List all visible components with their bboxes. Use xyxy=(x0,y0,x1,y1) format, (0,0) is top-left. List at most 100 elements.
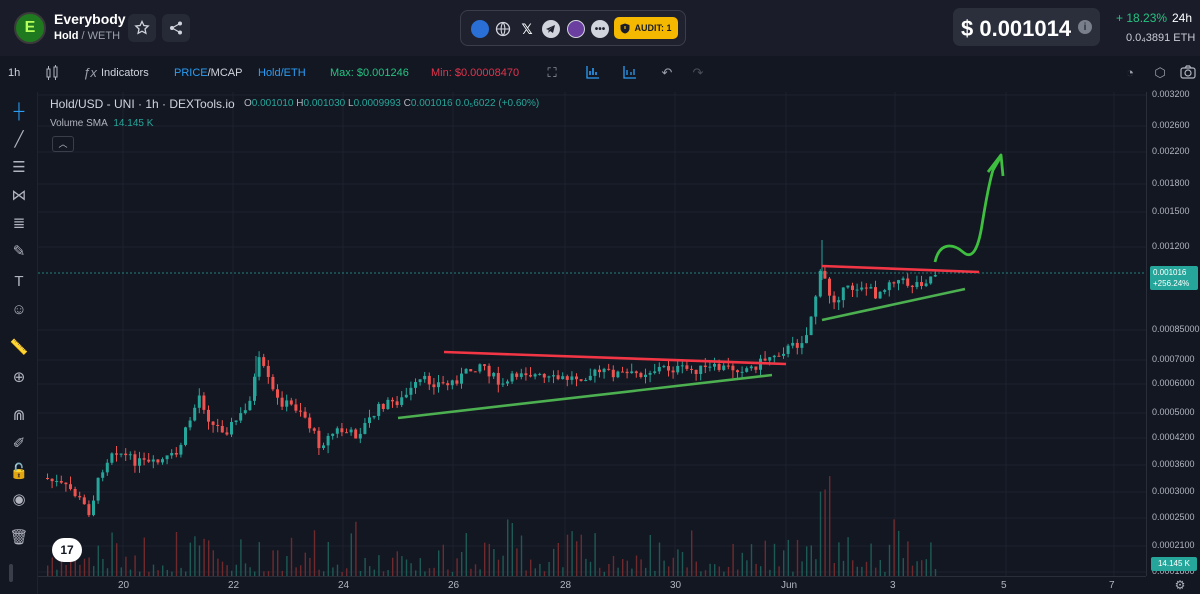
candle-body xyxy=(542,373,546,378)
lock-icon[interactable]: 🔓 xyxy=(9,463,29,480)
candle-body xyxy=(289,400,293,405)
candle-body xyxy=(124,453,128,456)
volume-bar xyxy=(934,569,937,576)
volume-bar xyxy=(309,557,311,576)
bar-chart-icon[interactable] xyxy=(585,65,601,81)
lower-trendline xyxy=(397,373,773,420)
price-axis[interactable] xyxy=(1146,92,1200,576)
volume-bar xyxy=(649,535,651,576)
volume-bar xyxy=(801,561,803,576)
candle-body xyxy=(404,394,408,398)
collapse-legend-button[interactable]: ︿ xyxy=(52,136,74,152)
price-mcap-toggle[interactable]: PRICE/MCAP xyxy=(174,67,242,79)
volume-bar xyxy=(787,539,789,576)
fib-icon[interactable]: ≣ xyxy=(12,215,26,232)
emoji-icon[interactable]: ☺ xyxy=(11,301,27,318)
axis-settings-icon[interactable]: ⚙ xyxy=(1174,578,1186,592)
price-tick-label: 0.0003000 xyxy=(1152,486,1195,496)
candle-body xyxy=(308,417,312,429)
candle-body xyxy=(119,453,123,455)
volume-bar xyxy=(424,571,426,576)
candle-body xyxy=(193,407,197,421)
candle-body xyxy=(680,365,684,367)
token-logo: E xyxy=(14,12,46,44)
pair-toggle[interactable]: Hold/ETH xyxy=(258,67,306,79)
zoom-in-icon[interactable]: ⊕ xyxy=(12,369,26,386)
volume-bar xyxy=(185,571,187,576)
token-name: Everybody xyxy=(54,11,126,27)
candle-body xyxy=(345,432,348,434)
audit-badge[interactable]: AUDIT: 1 xyxy=(614,17,678,39)
candle-body xyxy=(814,296,818,317)
share-button[interactable] xyxy=(162,14,190,42)
volume-bar xyxy=(286,556,288,576)
timeframe-button[interactable]: 1h xyxy=(8,67,21,79)
info-icon[interactable]: i xyxy=(1078,20,1092,34)
eye-icon[interactable]: ◉ xyxy=(12,491,26,508)
price-chart[interactable] xyxy=(38,92,1146,576)
candle-body xyxy=(791,342,795,346)
crosshair-icon[interactable]: ┼ xyxy=(13,103,25,120)
compare-chart-icon[interactable] xyxy=(622,65,638,81)
volume-bar xyxy=(451,571,454,576)
volume-bar xyxy=(148,571,150,576)
ohlc-values: O0.001010 H0.001030 L0.0009993 C0.001016… xyxy=(244,98,539,109)
volume-bar xyxy=(612,555,615,576)
camera-icon[interactable] xyxy=(1180,65,1196,81)
candle-body xyxy=(280,397,284,407)
projection-arrow xyxy=(933,157,1002,263)
candle-body xyxy=(432,384,436,388)
trend-line-icon[interactable]: ╱ xyxy=(14,131,24,148)
telegram-icon[interactable] xyxy=(542,20,560,38)
settings-icon[interactable]: ⬡ xyxy=(1154,65,1166,80)
tradingview-logo[interactable]: 17 xyxy=(52,538,82,562)
pattern-icon[interactable]: ⋈ xyxy=(11,187,27,204)
candle-body xyxy=(248,400,252,411)
candle-body xyxy=(703,365,707,368)
more-icon[interactable]: ••• xyxy=(591,20,609,38)
horizontal-lines-icon[interactable]: ☰ xyxy=(12,159,26,176)
candle-body xyxy=(271,376,275,390)
volume-bar xyxy=(576,541,578,576)
price-tick-label: 0.001500 xyxy=(1152,206,1190,216)
volume-bar xyxy=(778,566,780,576)
candle-body xyxy=(818,270,822,297)
dextools-icon[interactable] xyxy=(471,20,489,38)
price-tick-label: 0.0005000 xyxy=(1152,407,1195,417)
magnet-icon[interactable]: ⋒ xyxy=(12,407,26,424)
volume-bar xyxy=(208,540,210,576)
undo-icon[interactable]: ↶ xyxy=(661,65,673,80)
redo-icon[interactable]: ↷ xyxy=(692,65,704,80)
website-icon[interactable] xyxy=(494,20,512,38)
ruler-icon[interactable]: 📏 xyxy=(9,339,29,356)
candle-body xyxy=(294,404,298,411)
candle-body xyxy=(216,424,220,426)
volume-bar xyxy=(157,570,159,576)
fullscreen-icon[interactable]: ⛶ xyxy=(547,65,557,80)
volume-bar xyxy=(392,557,394,576)
trash-icon[interactable]: 🗑 xyxy=(9,529,29,546)
pair-toggle-hold: Hold xyxy=(258,67,281,79)
candle-body xyxy=(115,453,118,455)
volume-bar xyxy=(709,563,711,576)
time-axis[interactable] xyxy=(38,576,1146,594)
candle-body xyxy=(731,365,735,371)
candle-type-icon[interactable] xyxy=(44,65,60,81)
x-twitter-icon[interactable]: 𝕏 xyxy=(521,20,533,37)
sidebar-scrollbar[interactable] xyxy=(9,564,13,582)
lock-draw-icon[interactable]: ✐ xyxy=(12,435,26,452)
volume-bar xyxy=(585,558,587,576)
candle-body xyxy=(510,373,514,382)
clock-icon[interactable]: ◔ xyxy=(1126,65,1134,80)
volume-bar xyxy=(139,571,141,576)
volume-tag: 14.145 K xyxy=(1151,557,1197,571)
indicators-icon[interactable]: ƒx xyxy=(83,65,97,80)
favorite-button[interactable] xyxy=(128,14,156,42)
volume-bar xyxy=(415,570,417,576)
chart-app-icon[interactable] xyxy=(567,20,585,38)
volume-bar xyxy=(332,567,334,576)
text-tool-icon[interactable]: T xyxy=(14,273,24,290)
brush-icon[interactable]: ✎ xyxy=(12,243,26,260)
candle-body xyxy=(414,382,417,388)
indicators-button[interactable]: Indicators xyxy=(101,67,149,79)
